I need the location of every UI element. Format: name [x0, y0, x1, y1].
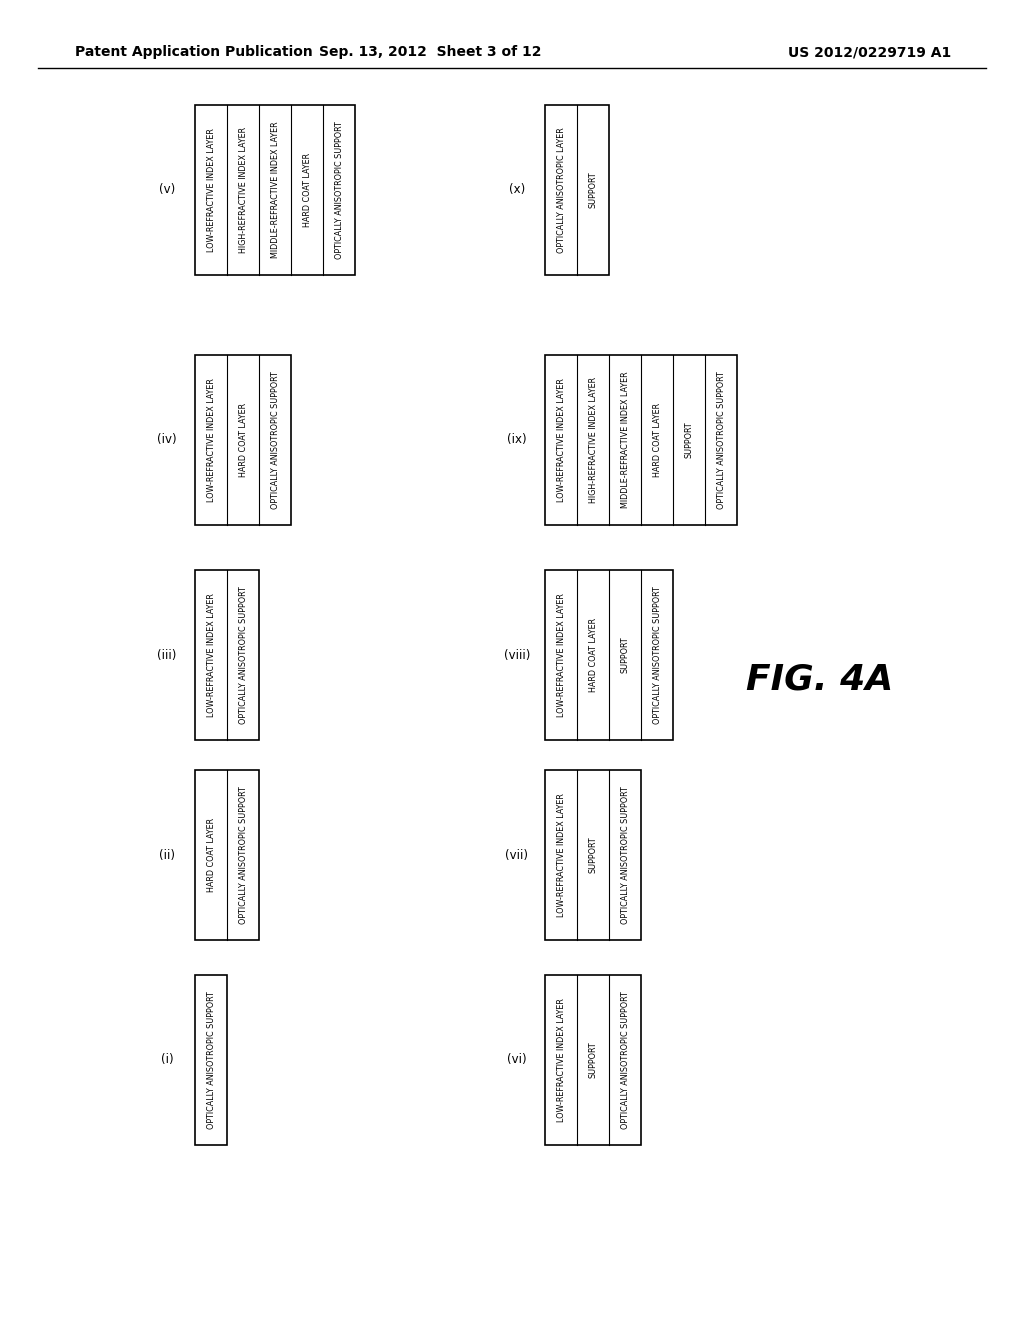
Text: HIGH-REFRACTIVE INDEX LAYER: HIGH-REFRACTIVE INDEX LAYER	[589, 378, 597, 503]
Text: (ii): (ii)	[159, 849, 175, 862]
Bar	[195, 106, 355, 275]
Text: MIDDLE-REFRACTIVE INDEX LAYER: MIDDLE-REFRACTIVE INDEX LAYER	[270, 121, 280, 259]
Text: OPTICALLY ANISOTROPIC SUPPORT: OPTICALLY ANISOTROPIC SUPPORT	[270, 371, 280, 510]
Text: (v): (v)	[159, 183, 175, 197]
Text: HARD COAT LAYER: HARD COAT LAYER	[589, 618, 597, 692]
Text: LOW-REFRACTIVE INDEX LAYER: LOW-REFRACTIVE INDEX LAYER	[207, 378, 215, 502]
Text: FIG. 4A: FIG. 4A	[746, 663, 894, 697]
Bar	[545, 106, 609, 275]
Bar	[195, 570, 259, 741]
Text: (ix): (ix)	[507, 433, 526, 446]
Text: (iv): (iv)	[158, 433, 177, 446]
Text: OPTICALLY ANISOTROPIC SUPPORT: OPTICALLY ANISOTROPIC SUPPORT	[239, 787, 248, 924]
Text: US 2012/0229719 A1: US 2012/0229719 A1	[788, 45, 951, 59]
Text: OPTICALLY ANISOTROPIC SUPPORT: OPTICALLY ANISOTROPIC SUPPORT	[207, 991, 215, 1129]
Text: SUPPORT: SUPPORT	[684, 421, 693, 458]
Text: HARD COAT LAYER: HARD COAT LAYER	[652, 403, 662, 477]
Text: LOW-REFRACTIVE INDEX LAYER: LOW-REFRACTIVE INDEX LAYER	[207, 128, 215, 252]
Text: Sep. 13, 2012  Sheet 3 of 12: Sep. 13, 2012 Sheet 3 of 12	[318, 45, 542, 59]
Text: OPTICALLY ANISOTROPIC LAYER: OPTICALLY ANISOTROPIC LAYER	[556, 127, 565, 253]
Text: OPTICALLY ANISOTROPIC SUPPORT: OPTICALLY ANISOTROPIC SUPPORT	[621, 991, 630, 1129]
Text: SUPPORT: SUPPORT	[589, 1041, 597, 1078]
Text: (x): (x)	[509, 183, 525, 197]
Text: LOW-REFRACTIVE INDEX LAYER: LOW-REFRACTIVE INDEX LAYER	[556, 593, 565, 717]
Text: (i): (i)	[161, 1053, 173, 1067]
Text: LOW-REFRACTIVE INDEX LAYER: LOW-REFRACTIVE INDEX LAYER	[207, 593, 215, 717]
Text: (iii): (iii)	[158, 648, 177, 661]
Text: (viii): (viii)	[504, 648, 530, 661]
Text: (vi): (vi)	[507, 1053, 526, 1067]
Text: OPTICALLY ANISOTROPIC SUPPORT: OPTICALLY ANISOTROPIC SUPPORT	[335, 121, 343, 259]
Text: SUPPORT: SUPPORT	[589, 172, 597, 209]
Text: LOW-REFRACTIVE INDEX LAYER: LOW-REFRACTIVE INDEX LAYER	[556, 793, 565, 917]
Text: LOW-REFRACTIVE INDEX LAYER: LOW-REFRACTIVE INDEX LAYER	[556, 998, 565, 1122]
Bar	[545, 770, 641, 940]
Text: SUPPORT: SUPPORT	[621, 636, 630, 673]
Bar	[195, 770, 259, 940]
Text: OPTICALLY ANISOTROPIC SUPPORT: OPTICALLY ANISOTROPIC SUPPORT	[239, 586, 248, 723]
Text: HARD COAT LAYER: HARD COAT LAYER	[207, 818, 215, 892]
Bar	[545, 975, 641, 1144]
Text: (vii): (vii)	[506, 849, 528, 862]
Text: HIGH-REFRACTIVE INDEX LAYER: HIGH-REFRACTIVE INDEX LAYER	[239, 127, 248, 253]
Text: OPTICALLY ANISOTROPIC SUPPORT: OPTICALLY ANISOTROPIC SUPPORT	[652, 586, 662, 723]
Text: LOW-REFRACTIVE INDEX LAYER: LOW-REFRACTIVE INDEX LAYER	[556, 378, 565, 502]
Text: SUPPORT: SUPPORT	[589, 837, 597, 874]
Bar	[545, 570, 673, 741]
Text: MIDDLE-REFRACTIVE INDEX LAYER: MIDDLE-REFRACTIVE INDEX LAYER	[621, 372, 630, 508]
Text: HARD COAT LAYER: HARD COAT LAYER	[302, 153, 311, 227]
Text: OPTICALLY ANISOTROPIC SUPPORT: OPTICALLY ANISOTROPIC SUPPORT	[717, 371, 725, 510]
Text: Patent Application Publication: Patent Application Publication	[75, 45, 312, 59]
Text: OPTICALLY ANISOTROPIC SUPPORT: OPTICALLY ANISOTROPIC SUPPORT	[621, 787, 630, 924]
Bar	[195, 975, 227, 1144]
Text: HARD COAT LAYER: HARD COAT LAYER	[239, 403, 248, 477]
Bar	[545, 355, 737, 525]
Bar	[195, 355, 291, 525]
